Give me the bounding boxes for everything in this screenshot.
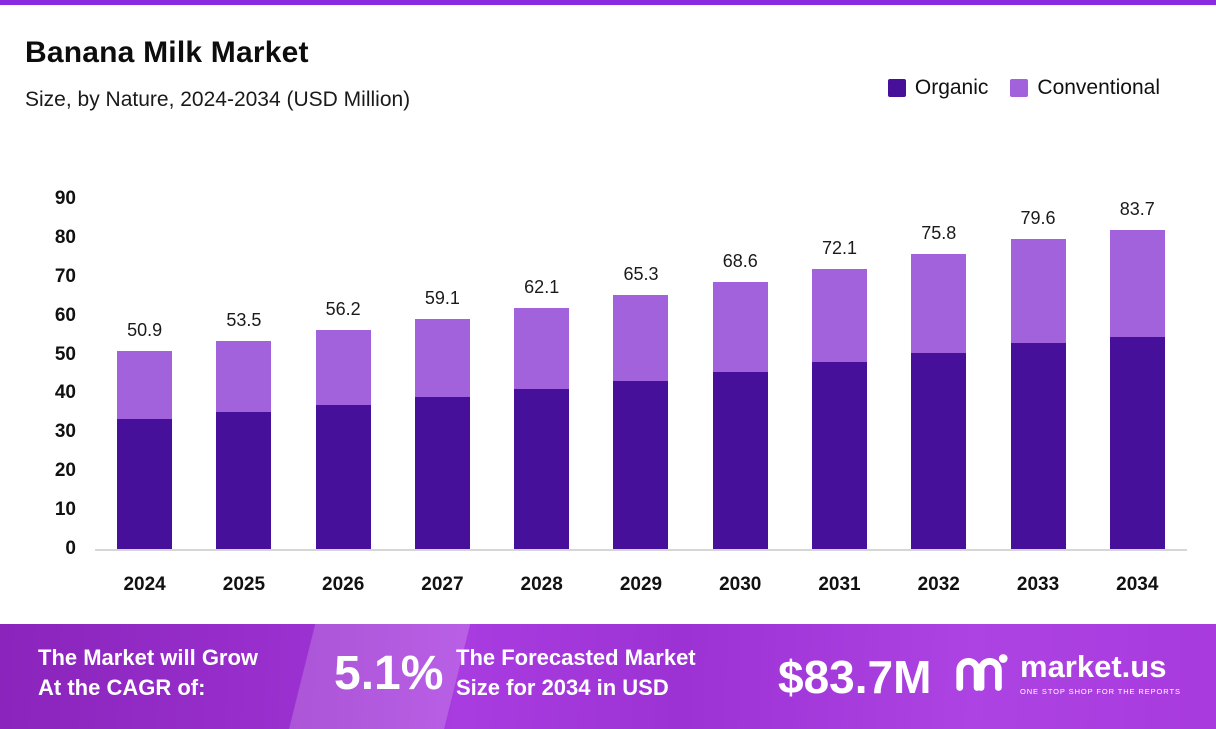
x-axis-label-2024: 2024 <box>123 574 166 595</box>
market-us-logo-icon <box>956 654 1008 691</box>
y-axis-tick-label: 10 <box>54 499 76 521</box>
bar-group-2028: 62.1 <box>492 199 591 549</box>
cagr-label: The Market will Grow At the CAGR of: <box>38 645 259 700</box>
bar-segment-conventional <box>1109 230 1165 337</box>
bar-segment-organic <box>1109 336 1165 549</box>
bar-segment-conventional <box>514 307 570 390</box>
x-axis-label-2033: 2033 <box>1016 574 1060 595</box>
y-axis-tick-label: 40 <box>54 382 76 404</box>
x-axis: 2024 2025 2026 2027 2028 2029 2030 2031 2032 2033… <box>95 574 1187 596</box>
x-axis-label-2028: 2028 <box>520 574 563 595</box>
bar-group-2034: 83.7 <box>1088 199 1187 549</box>
bar-total-label: 56.2 <box>325 299 361 320</box>
bar-group-2027: 59.1 <box>393 199 492 549</box>
bar-segment-conventional <box>414 319 470 397</box>
bar-segment-organic <box>1010 342 1066 549</box>
legend-item-conventional: Conventional <box>1010 76 1160 100</box>
y-axis-tick-label: 50 <box>54 343 76 365</box>
bar-total-label: 83.7 <box>1119 199 1155 219</box>
bar-total-label: 72.1 <box>821 237 858 258</box>
forecast-value: $83.7M <box>778 651 932 703</box>
conventional-swatch-icon <box>1010 79 1029 97</box>
bar-total-label: 59.1 <box>424 288 460 309</box>
chart-legend: Organic Conventional <box>887 76 1160 100</box>
y-axis-tick-label: 70 <box>54 265 76 287</box>
legend-item-organic: Organic <box>887 76 989 100</box>
legend-label-organic: Organic <box>914 76 989 99</box>
x-axis-label-2027: 2027 <box>421 574 464 595</box>
y-axis-tick-label: 80 <box>54 226 76 248</box>
x-axis-label-2034: 2034 <box>1116 574 1159 595</box>
bar-total-label: 79.6 <box>1020 208 1056 229</box>
bar-segment-organic <box>315 404 371 549</box>
bar-segment-conventional <box>315 330 371 405</box>
bar-total-label: 53.5 <box>226 309 262 330</box>
page-subtitle: Size, by Nature, 2024-2034 (USD Million) <box>25 88 411 111</box>
bar-segment-organic <box>613 380 669 549</box>
bar-group-2026: 56.2 <box>294 199 393 549</box>
x-axis-label-2032: 2032 <box>917 574 960 595</box>
bar-segment-conventional <box>712 282 768 372</box>
page-title: Banana Milk Market <box>25 36 309 69</box>
bar-segment-conventional <box>1010 239 1066 343</box>
bar-group-2032: 75.8 <box>889 199 988 549</box>
bar-group-2031: 72.1 <box>790 199 889 549</box>
y-axis-tick-label: 60 <box>54 304 76 326</box>
y-axis-tick-label: 30 <box>54 421 76 443</box>
bar-segment-conventional <box>117 351 173 420</box>
x-axis-label-2029: 2029 <box>619 574 663 595</box>
y-axis-tick-label: 0 <box>65 538 76 559</box>
brand-text: market.us ONE STOP SHOP FOR THE REPORTS <box>1020 651 1181 696</box>
bar-group-2024: 50.9 <box>95 199 194 549</box>
bar-group-2030: 68.6 <box>691 199 790 549</box>
legend-label-conventional: Conventional <box>1037 76 1160 99</box>
bar-segment-conventional <box>216 340 272 412</box>
y-axis-tick-label: 20 <box>54 460 76 482</box>
cagr-value: 5.1% <box>334 647 444 700</box>
bar-total-label: 68.6 <box>722 251 758 272</box>
organic-swatch-icon <box>887 79 906 97</box>
brand-block: market.us ONE STOP SHOP FOR THE REPORTS <box>952 650 1181 696</box>
x-axis-label-2025: 2025 <box>222 574 266 595</box>
bar-total-label: 65.3 <box>623 264 659 285</box>
bar-segment-organic <box>911 352 967 549</box>
bar-group-2025: 53.5 <box>194 199 293 549</box>
bar-segment-organic <box>514 389 570 549</box>
top-accent-stripe <box>0 0 1216 5</box>
brand-name: market.us <box>1020 648 1167 684</box>
bar-segment-conventional <box>613 295 669 381</box>
x-axis-label-2031: 2031 <box>818 574 861 595</box>
bar-segment-organic <box>811 362 867 549</box>
forecast-label: The Forecasted Market Size for 2034 in U… <box>456 645 696 700</box>
x-axis-label-2030: 2030 <box>719 574 762 595</box>
y-axis: 0 10 20 30 40 50 60 70 80 90 <box>18 188 76 559</box>
bottom-banner: The Market will Grow At the CAGR of: 5.1… <box>0 624 1216 729</box>
bar-segment-organic <box>117 419 173 549</box>
y-axis-tick-label: 90 <box>54 188 76 209</box>
bar-segment-organic <box>712 371 768 549</box>
bar-total-label: 62.1 <box>524 276 560 297</box>
bar-total-label: 75.8 <box>921 223 957 244</box>
x-axis-label-2026: 2026 <box>322 574 365 595</box>
bar-chart-plot: 50.9 53.5 56.2 59.1 62.1 65.3 68.6 72.1 75.8 79.6… <box>95 199 1187 551</box>
brand-tagline: ONE STOP SHOP FOR THE REPORTS <box>1020 686 1181 696</box>
bar-total-label: 50.9 <box>127 320 163 341</box>
bar-segment-organic <box>216 411 272 549</box>
bar-segment-conventional <box>811 268 867 363</box>
bar-segment-conventional <box>911 254 967 353</box>
bar-group-2033: 79.6 <box>988 199 1087 549</box>
bar-segment-organic <box>414 396 470 549</box>
bar-group-2029: 65.3 <box>591 199 690 549</box>
